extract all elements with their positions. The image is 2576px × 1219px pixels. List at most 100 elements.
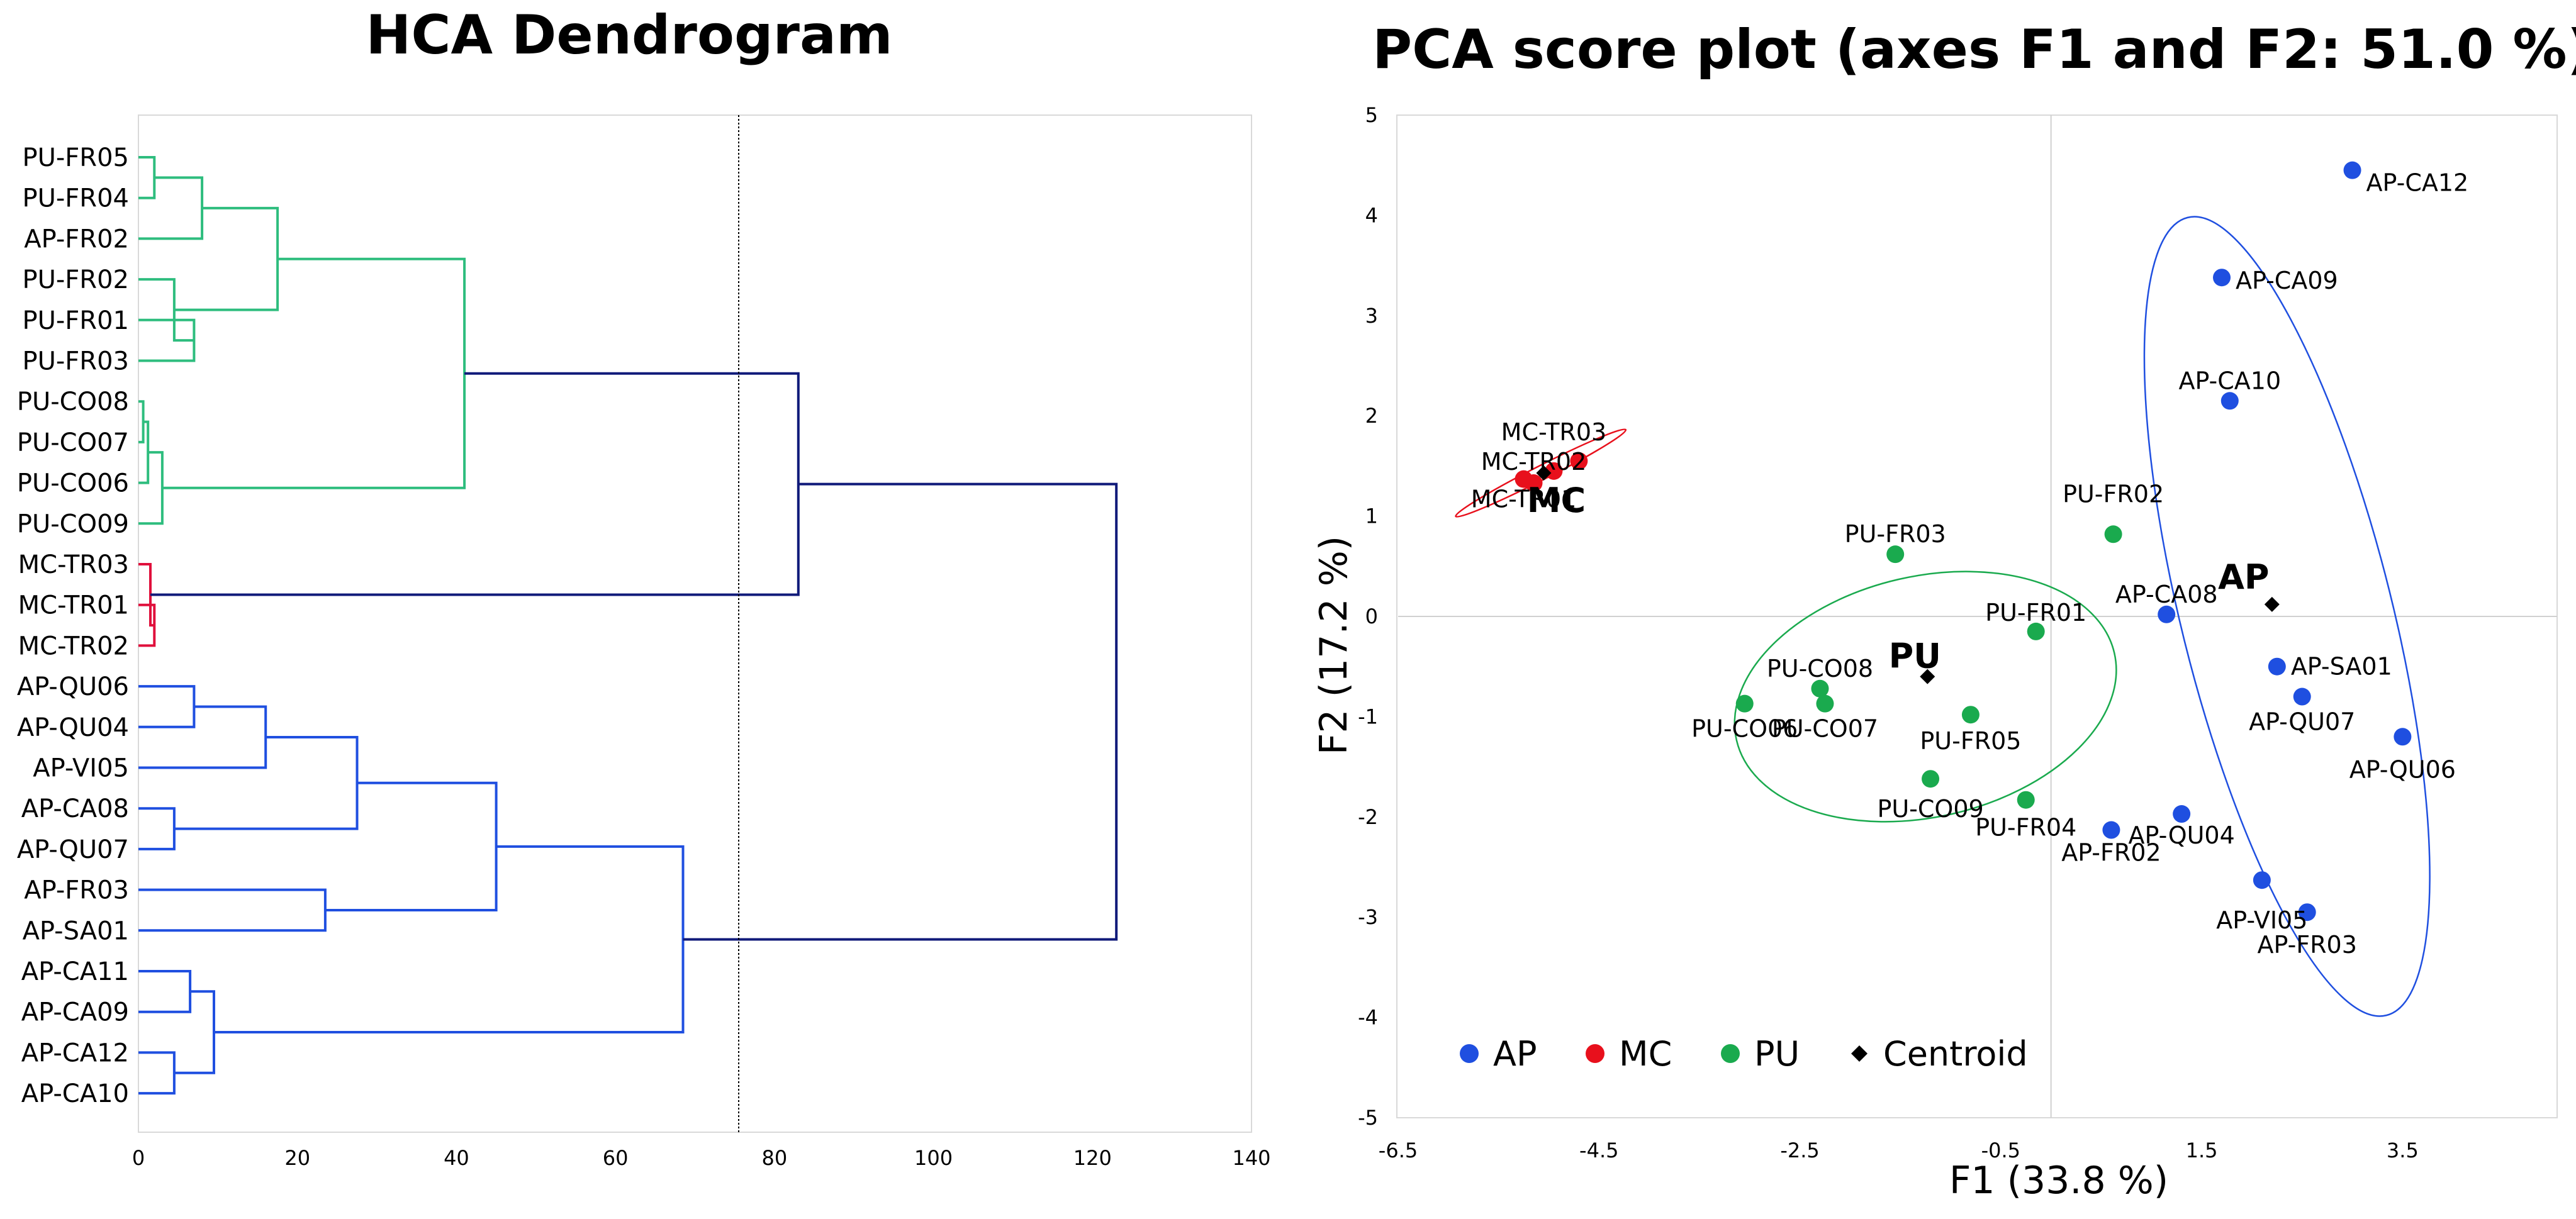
leaf-label: AP-QU07: [17, 835, 129, 864]
dendrogram-link-m13: [138, 685, 196, 728]
pca-axes: -5 -4 -3 -2 -1 0 1 2 3 4 5 -6.5 -4.5 -2.5 -0.5 1.5 3.5: [1358, 103, 2557, 1162]
dendrogram-leaf-labels: PU-FR05 PU-FR04 AP-FR02 PU-FR02 PU-FR01 PU-FR…: [17, 143, 129, 1108]
pca-centroid-label: AP: [2218, 557, 2269, 597]
dendrogram-link-m18: [325, 781, 498, 911]
pca-point-label: PU-CO09: [1877, 795, 1983, 823]
leaf-label: AP-CA11: [21, 957, 129, 986]
pca-point-ap: [2298, 903, 2316, 921]
pca-y-tick-label: 4: [1365, 203, 1378, 227]
pca-x-tick-label: -6.5: [1379, 1138, 1418, 1162]
pca-x-tick-label: 1.5: [2186, 1138, 2218, 1162]
pca-point-pu: [2104, 525, 2122, 543]
pca-point-label: PU-CO08: [1767, 655, 1873, 682]
pca-centroids: AP MC PU: [1527, 465, 2280, 684]
leaf-label: AP-FR03: [24, 876, 129, 905]
pca-point-label: AP-SA01: [2291, 653, 2392, 681]
dendrogram-link-m14: [138, 705, 267, 769]
dendrogram-x-tick-label: 100: [914, 1146, 953, 1170]
pca-point-label: PU-FR05: [1920, 727, 2021, 755]
leaf-label: PU-CO08: [17, 387, 129, 416]
pca-y-tick-label: -2: [1358, 805, 1378, 829]
pca-point-label: MC-TR01: [1471, 486, 1577, 513]
legend-pu-marker: [1721, 1044, 1740, 1063]
pca-point-label: PU-FR01: [1985, 599, 2086, 626]
leaf-label: AP-CA08: [21, 794, 129, 823]
pca-point-label: PU-CO07: [1772, 715, 1878, 743]
leaf-label: AP-FR02: [24, 225, 129, 253]
dendrogram-x-tick-label: 40: [444, 1146, 469, 1170]
dendrogram-link-m1: [138, 156, 156, 199]
pca-point-ap: [2293, 687, 2311, 706]
pca-point-mc: [1570, 452, 1588, 470]
dendrogram-x-tick-label: 0: [132, 1146, 145, 1170]
pca-y-tick-label: -4: [1358, 1006, 1378, 1030]
dendrogram-link-m2: [138, 176, 204, 240]
leaf-label: PU-FR05: [22, 143, 129, 172]
pca-point-label: AP-QU04: [2129, 821, 2235, 849]
leaf-label: MC-TR02: [18, 632, 129, 660]
pca-point-label: MC-TR02: [1481, 448, 1587, 476]
dendrogram-link-m21: [174, 990, 215, 1074]
pca-point-ap: [2213, 269, 2231, 287]
pca-point-labels: AP-CA12 AP-CA09 AP-CA10 AP-CA08 AP-SA01 AP-QU…: [1471, 169, 2468, 959]
pca-point-pu: [2017, 791, 2035, 809]
pca-point-label: AP-QU07: [2249, 708, 2355, 736]
dendrogram-link-m22: [214, 845, 685, 1033]
leaf-label: PU-CO09: [17, 509, 129, 538]
legend-centroid-marker: [1851, 1045, 1868, 1062]
dendrogram-x-tick-label: 120: [1073, 1146, 1112, 1170]
dendrogram-link-m15: [138, 807, 176, 850]
pca-point-ap: [2394, 728, 2412, 746]
pca-point-ap: [2268, 657, 2286, 676]
dendrogram-x-tick-label: 60: [603, 1146, 629, 1170]
pca-x-tick-label: -4.5: [1579, 1138, 1618, 1162]
pca-ellipse-pu: [1733, 571, 2117, 823]
pca-point-label: PU-FR03: [1845, 520, 1946, 548]
dendrogram-link-m19: [138, 970, 192, 1013]
pca-point-ap: [2158, 605, 2176, 623]
pca-centroid-pu: [1920, 669, 1935, 684]
pca-point-label: AP-CA09: [2236, 267, 2338, 294]
pca-point-label: PU-FR02: [2063, 480, 2164, 508]
pca-y-tick-label: 5: [1365, 103, 1378, 127]
pca-score-plot-panel: PCA score plot (axes F1 and F2: 51.0 %) …: [1312, 18, 2576, 1203]
pca-y-axis-label: F2 (17.2 %): [1312, 536, 1356, 755]
pca-point-ap: [2343, 161, 2361, 179]
leaf-label: PU-CO06: [17, 469, 129, 498]
dendrogram-link-m20: [138, 1051, 176, 1095]
pca-y-tick-label: -5: [1358, 1106, 1378, 1130]
pca-y-tick-label: 3: [1365, 304, 1378, 328]
pca-title: PCA score plot (axes F1 and F2: 51.0 %): [1372, 18, 2576, 81]
pca-point-label: PU-CO06: [1691, 715, 1798, 743]
dendrogram-content: [138, 115, 1118, 1132]
pca-centroid-label: MC: [1527, 481, 1586, 520]
legend-ap-marker: [1460, 1044, 1479, 1063]
leaf-label: AP-CA12: [21, 1038, 129, 1067]
dendrogram-link-m17: [138, 888, 327, 932]
leaf-label: AP-QU06: [17, 672, 129, 701]
dendrogram-link-m6: [138, 400, 145, 443]
leaf-label: AP-VI05: [33, 754, 129, 783]
leaf-label: PU-FR03: [22, 347, 129, 376]
pca-point-label: AP-CA12: [2366, 169, 2469, 197]
pca-point-ap: [2253, 871, 2271, 889]
pca-point-mc: [1545, 462, 1563, 480]
leaf-label: PU-CO07: [17, 428, 129, 457]
dendrogram-link-m8: [138, 451, 164, 525]
pca-point-ap: [2173, 805, 2191, 823]
pca-point-label: AP-FR02: [2061, 839, 2161, 867]
pca-points: [1515, 161, 2412, 921]
pca-point-pu: [1922, 770, 1940, 788]
pca-point-label: AP-VI05: [2216, 906, 2307, 934]
pca-legend: AP MC PU Centroid: [1460, 1034, 2028, 1074]
leaf-label: AP-SA01: [23, 916, 129, 945]
pca-point-pu: [1886, 545, 1905, 564]
pca-point-pu: [1735, 694, 1754, 713]
pca-point-label: MC-TR03: [1501, 418, 1607, 446]
pca-point-label: PU-FR04: [1975, 814, 2076, 842]
dendrogram-link-m12: [150, 372, 800, 596]
pca-x-tick-label: -2.5: [1780, 1138, 1819, 1162]
pca-point-label: AP-QU06: [2349, 755, 2456, 783]
leaf-label: PU-FR01: [22, 306, 129, 335]
